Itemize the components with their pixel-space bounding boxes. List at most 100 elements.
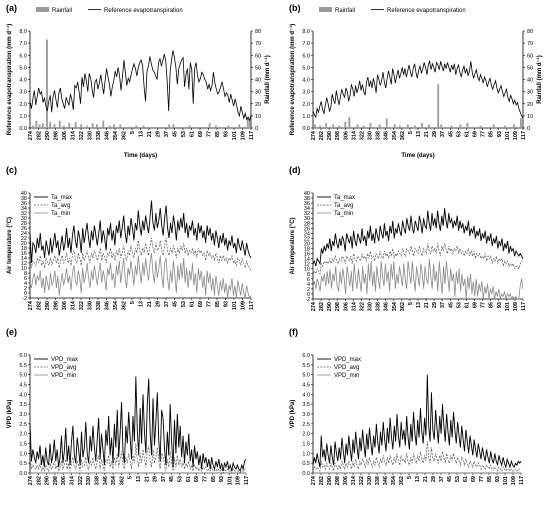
x-tick-label: 77: [479, 476, 485, 482]
x-tick-label: 21: [424, 302, 430, 308]
x-tick-label: 101: [232, 301, 238, 310]
series-line-ta-avg: [312, 243, 524, 275]
rainfall-bar: [314, 124, 316, 128]
y-axis-title: Reference evapotranspiration (mm d⁻¹): [289, 24, 296, 136]
x-tick-label: 117: [244, 476, 250, 485]
y-tick-label: 6.0: [302, 353, 310, 359]
y-tick-label: 24: [21, 231, 27, 237]
x-tick-label: 298: [335, 302, 341, 311]
series-line-vpd-avg: [312, 441, 521, 473]
x-tick-label: 45: [169, 476, 175, 482]
x-tick-label: 109: [236, 476, 242, 485]
y-tick-label: 4.0: [302, 392, 310, 398]
rainfall-bar: [35, 120, 38, 128]
x-tick-label: 29: [156, 301, 162, 307]
y-tick-label: 3.0: [302, 90, 310, 96]
y-axis-title: VPD (kPa): [290, 400, 296, 429]
x-tick-label: 45: [448, 302, 454, 308]
x-tick-label: 362: [400, 131, 406, 140]
rainfall-bar: [407, 124, 409, 128]
y-tick-label: 0: [24, 291, 27, 297]
rainfall-bar: [348, 117, 351, 128]
series-line-vpd-max: [312, 374, 522, 469]
x-tick-label: 298: [335, 476, 341, 485]
y2-tick-label: 50: [255, 65, 261, 71]
et-series-line: [312, 59, 524, 119]
x-tick-label: 93: [497, 302, 503, 308]
y-tick-label: 28: [21, 221, 27, 227]
y-tick-label: 32: [304, 211, 310, 217]
rainfall-bar: [80, 124, 82, 128]
x-tick-label: 69: [198, 131, 204, 137]
rainfall-bar: [246, 117, 249, 128]
rainfall-bar: [38, 124, 41, 128]
y-tick-label: 34: [21, 206, 27, 212]
y2-tick-label: 30: [527, 90, 533, 96]
x-tick-label: 330: [368, 302, 374, 311]
x-tick-label: 21: [147, 301, 153, 307]
x-tick-label: 330: [368, 131, 374, 140]
y-tick-label: 16: [21, 251, 27, 257]
rainfall-bar: [440, 124, 443, 128]
x-tick-label: 93: [219, 476, 225, 482]
y-tick-label: 12: [21, 261, 27, 267]
rainfall-bar: [142, 125, 145, 128]
rainfall-bar: [215, 125, 217, 128]
x-tick-label: 322: [79, 131, 85, 140]
rainfall-bar: [41, 123, 44, 128]
x-tick-label: 13: [415, 476, 421, 482]
y-tick-label: 0.0: [302, 126, 310, 132]
x-tick-label: 93: [224, 131, 230, 137]
chart-panel-f: (f) 0.0 0.5 1.0 1.5 2.0 2.5 3.0 3.5 4.0 4.5 5.0 5.5 6…: [289, 327, 525, 485]
y-tick-label: 10: [21, 266, 27, 272]
x-tick-label: 117: [521, 131, 527, 140]
x-tick-label: 21: [144, 476, 150, 482]
x-tick-label: 77: [481, 131, 487, 137]
x-tick-label: 330: [86, 476, 92, 485]
x-tick-label: 306: [62, 301, 68, 310]
x-tick-label: 5: [408, 131, 414, 134]
x-tick-label: 53: [455, 476, 461, 482]
rainfall-bar: [503, 125, 506, 128]
y2-axis-title: Rainfall (mm d⁻¹): [536, 55, 543, 104]
x-tick-label: 101: [227, 476, 233, 485]
x-tick-label: 29: [153, 476, 159, 482]
panel-label: (e): [6, 327, 17, 337]
y-tick-label: 20: [304, 241, 310, 247]
legend-label-et: Reference evapotranspiration: [104, 8, 183, 14]
x-tick-label: 101: [505, 302, 511, 311]
y-tick-label: 6: [24, 276, 27, 282]
x-tick-label: 13: [139, 301, 145, 307]
x-tick-label: 346: [103, 476, 109, 485]
y-tick-label: 14: [21, 256, 27, 262]
x-tick-label: 290: [45, 476, 51, 485]
x-tick-label: 314: [351, 475, 357, 485]
x-tick-label: 85: [487, 476, 493, 482]
x-tick-label: 37: [164, 131, 170, 137]
rainfall-bar: [332, 124, 335, 128]
rainfall-bar: [32, 125, 35, 128]
legend-label: VPD_avg: [51, 365, 76, 371]
x-tick-label: 306: [343, 131, 349, 140]
y2-tick-label: 40: [527, 78, 533, 84]
rainfall-bar: [46, 39, 48, 128]
y-axis-title: Reference evapotranspiration (mm d⁻¹): [6, 24, 13, 136]
rainfall-bar: [325, 123, 328, 128]
x-tick-label: 354: [113, 130, 119, 140]
x-tick-label: 37: [440, 302, 446, 308]
x-tick-label: 346: [384, 131, 390, 140]
x-tick-label: 69: [194, 476, 200, 482]
x-tick-label: 274: [28, 300, 34, 310]
x-tick-label: 274: [311, 130, 317, 140]
y2-tick-label: 60: [527, 53, 533, 59]
series-line-ta-min: [29, 252, 252, 300]
rainfall-bar: [102, 120, 105, 128]
x-tick-label: 109: [241, 131, 247, 140]
x-tick-label: 93: [224, 301, 230, 307]
y2-tick-label: 30: [255, 90, 261, 96]
rainfall-bar: [227, 125, 230, 128]
x-tick-label: 37: [161, 476, 167, 482]
y-tick-label: 26: [21, 226, 27, 232]
x-tick-label: 346: [105, 301, 111, 310]
rainfall-bar: [362, 125, 365, 128]
